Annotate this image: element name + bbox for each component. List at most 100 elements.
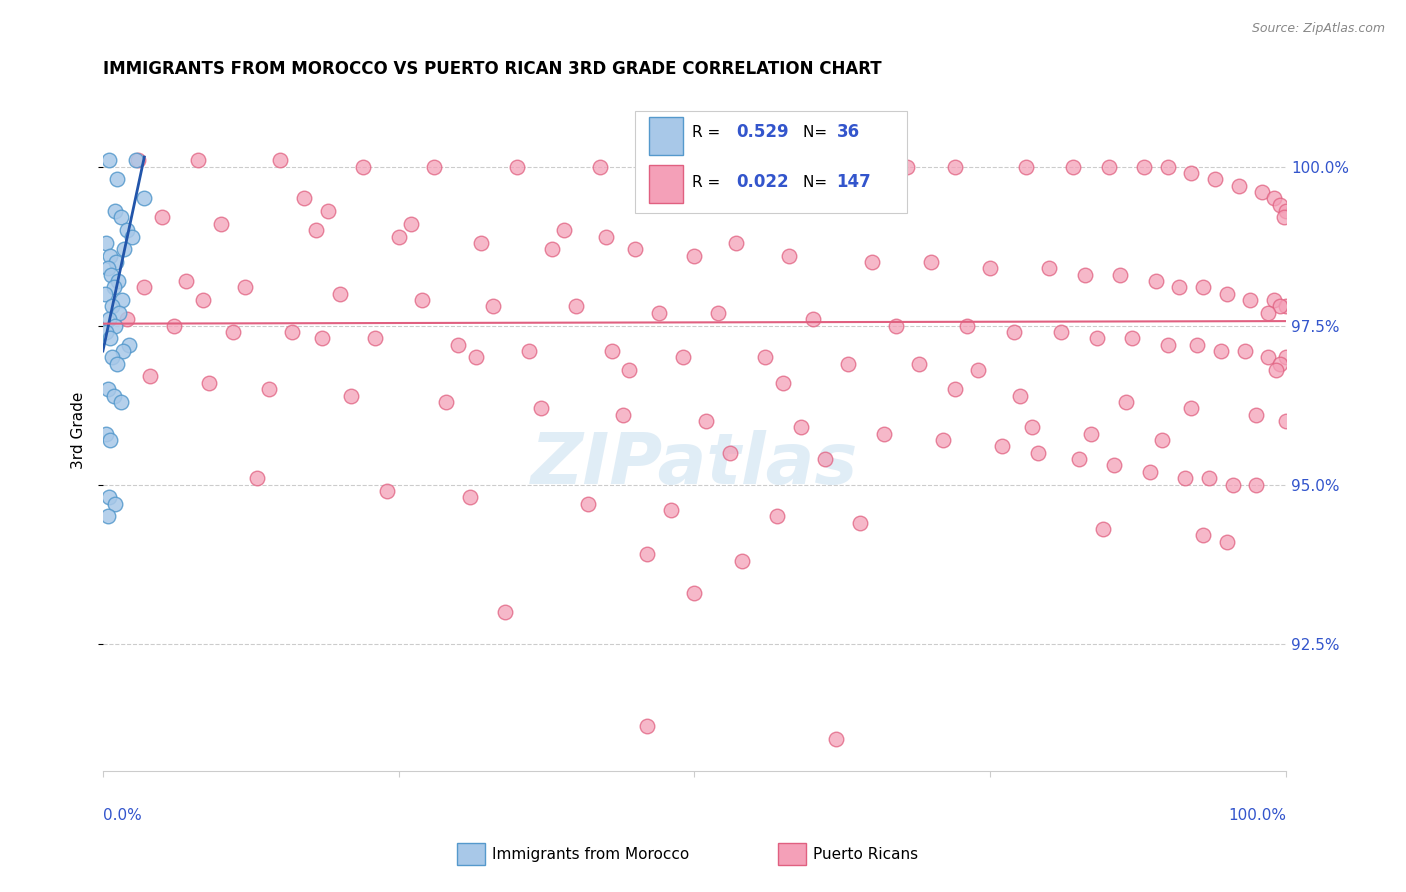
Point bbox=[104, 255, 127, 269]
Point bbox=[1150, 433, 1173, 447]
Text: 36: 36 bbox=[837, 123, 859, 142]
Point bbox=[718, 446, 741, 460]
Point bbox=[193, 293, 215, 307]
Point bbox=[1026, 446, 1049, 460]
Point bbox=[1257, 306, 1279, 320]
Point bbox=[1204, 172, 1226, 186]
Point bbox=[1209, 343, 1232, 358]
Point bbox=[600, 343, 623, 358]
Point bbox=[281, 325, 304, 339]
Text: Puerto Ricans: Puerto Ricans bbox=[813, 847, 918, 862]
Point bbox=[659, 503, 682, 517]
Text: R =: R = bbox=[692, 175, 725, 190]
Point bbox=[107, 274, 129, 288]
Point bbox=[1198, 471, 1220, 485]
Point bbox=[541, 242, 564, 256]
Point bbox=[121, 229, 143, 244]
Point bbox=[1187, 337, 1209, 351]
Point bbox=[967, 363, 990, 377]
Point bbox=[423, 160, 446, 174]
Point bbox=[772, 376, 794, 390]
Point bbox=[97, 153, 120, 168]
Point bbox=[1251, 185, 1274, 199]
Point bbox=[766, 509, 789, 524]
Point bbox=[1227, 178, 1250, 193]
Point bbox=[754, 351, 776, 365]
Point bbox=[943, 160, 966, 174]
Point bbox=[482, 300, 505, 314]
Point bbox=[1074, 268, 1097, 282]
Point bbox=[1180, 401, 1202, 416]
Point bbox=[127, 153, 149, 168]
Point bbox=[352, 160, 374, 174]
Point bbox=[991, 439, 1014, 453]
Point bbox=[1062, 160, 1084, 174]
Point bbox=[305, 223, 328, 237]
Point bbox=[636, 548, 658, 562]
Point bbox=[589, 160, 612, 174]
Point bbox=[1021, 420, 1043, 434]
Point bbox=[112, 242, 135, 256]
Text: ZIPatlas: ZIPatlas bbox=[530, 430, 858, 499]
Point bbox=[1168, 280, 1191, 294]
Point bbox=[96, 235, 118, 250]
Point bbox=[118, 337, 141, 351]
Point bbox=[96, 325, 118, 339]
Point bbox=[1008, 388, 1031, 402]
Point bbox=[134, 191, 156, 205]
Point bbox=[1275, 204, 1298, 219]
Point bbox=[619, 363, 641, 377]
Point bbox=[115, 312, 138, 326]
Point bbox=[1139, 465, 1161, 479]
Point bbox=[943, 382, 966, 396]
Point bbox=[955, 318, 977, 333]
Point bbox=[316, 204, 339, 219]
Point bbox=[742, 160, 765, 174]
Y-axis label: 3rd Grade: 3rd Grade bbox=[72, 392, 86, 469]
Point bbox=[884, 318, 907, 333]
Point bbox=[98, 331, 121, 345]
Text: N=: N= bbox=[803, 175, 832, 190]
Point bbox=[458, 490, 481, 504]
Point bbox=[269, 153, 291, 168]
Point bbox=[292, 191, 315, 205]
Point bbox=[1233, 343, 1256, 358]
Point bbox=[517, 343, 540, 358]
Point bbox=[1109, 268, 1132, 282]
Text: 100.0%: 100.0% bbox=[1227, 808, 1286, 823]
Point bbox=[1263, 293, 1285, 307]
Point bbox=[105, 172, 128, 186]
Point bbox=[1121, 331, 1143, 345]
Point bbox=[1038, 261, 1060, 276]
Point bbox=[1268, 357, 1291, 371]
Point bbox=[1115, 395, 1137, 409]
Point bbox=[1272, 211, 1295, 225]
Point bbox=[399, 217, 422, 231]
Point bbox=[257, 382, 280, 396]
Point bbox=[96, 426, 118, 441]
Point bbox=[209, 217, 232, 231]
Point bbox=[801, 312, 824, 326]
Point bbox=[494, 605, 516, 619]
Point bbox=[1144, 274, 1167, 288]
Point bbox=[98, 433, 121, 447]
Text: Immigrants from Morocco: Immigrants from Morocco bbox=[492, 847, 689, 862]
Point bbox=[530, 401, 553, 416]
Point bbox=[97, 490, 120, 504]
Point bbox=[1239, 293, 1261, 307]
Point bbox=[1174, 471, 1197, 485]
Point bbox=[97, 261, 120, 276]
Point bbox=[1257, 351, 1279, 365]
Point bbox=[1156, 160, 1178, 174]
Point bbox=[825, 731, 848, 746]
Point bbox=[198, 376, 221, 390]
Point bbox=[222, 325, 245, 339]
Point bbox=[163, 318, 186, 333]
Point bbox=[328, 286, 350, 301]
Point bbox=[671, 351, 693, 365]
Point bbox=[139, 369, 162, 384]
Point bbox=[110, 395, 132, 409]
Point bbox=[1097, 160, 1119, 174]
Point bbox=[108, 306, 131, 320]
Point bbox=[101, 300, 124, 314]
